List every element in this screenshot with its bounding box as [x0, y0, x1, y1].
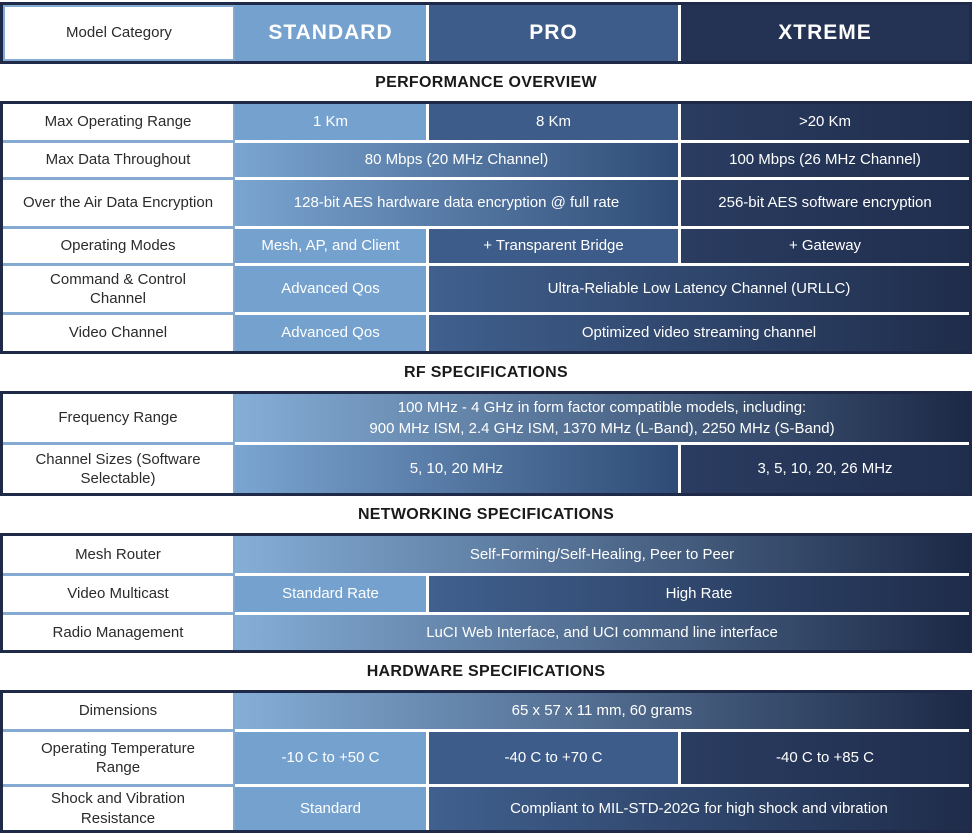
model-category-table: Model Category STANDARD PRO XTREME: [0, 2, 972, 64]
value-cell: Self-Forming/Self-Healing, Peer to Peer: [235, 536, 969, 576]
value-cell: + Gateway: [678, 229, 969, 266]
section-title: NETWORKING SPECIFICATIONS: [0, 496, 972, 533]
model-category-label: Model Category: [3, 5, 235, 61]
value-cell: 8 Km: [426, 104, 678, 143]
value-cell: -40 C to +70 C: [426, 732, 678, 787]
value-cell: Ultra-Reliable Low Latency Channel (URLL…: [426, 266, 969, 315]
value-cell: + Transparent Bridge: [426, 229, 678, 266]
value-cell: -10 C to +50 C: [235, 732, 426, 787]
spec-table: Dimensions 65 x 57 x 11 mm, 60 grams Opera…: [0, 690, 972, 833]
row-label: Shock and Vibration Resistance: [3, 787, 235, 830]
row-label: Operating Temperature Range: [3, 732, 235, 787]
value-cell: Advanced Qos: [235, 315, 426, 351]
column-header-pro: PRO: [426, 5, 678, 61]
spec-row: Mesh Router Self-Forming/Self-Healing, Pe…: [3, 536, 969, 576]
value-cell: LuCI Web Interface, and UCI command line…: [235, 615, 969, 650]
value-cell: High Rate: [426, 576, 969, 615]
value-cell: Standard: [235, 787, 426, 830]
row-label: Channel Sizes (Software Selectable): [3, 445, 235, 493]
spec-row: Video Channel Advanced Qos Optimized video…: [3, 315, 969, 351]
value-cell: >20 Km: [678, 104, 969, 143]
value-cell: 1 Km: [235, 104, 426, 143]
value-cell: 100 Mbps (26 MHz Channel): [678, 143, 969, 180]
spec-row: Video Multicast Standard Rate High Rate: [3, 576, 969, 615]
row-label: Video Multicast: [3, 576, 235, 615]
spec-row: Operating Modes Mesh, AP, and Client + Tra…: [3, 229, 969, 266]
value-cell: Standard Rate: [235, 576, 426, 615]
column-header-standard: STANDARD: [235, 5, 426, 61]
value-cell: Advanced Qos: [235, 266, 426, 315]
value-cell: -40 C to +85 C: [678, 732, 969, 787]
spec-row: Channel Sizes (Software Selectable) 5, 10…: [3, 445, 969, 493]
row-label: Video Channel: [3, 315, 235, 351]
value-cell: Optimized video streaming channel: [426, 315, 969, 351]
value-cell: Compliant to MIL-STD-202G for high shock…: [426, 787, 969, 830]
section-title: PERFORMANCE OVERVIEW: [0, 64, 972, 101]
spec-row: Command & Control Channel Advanced Qos Ult…: [3, 266, 969, 315]
spec-row: Over the Air Data Encryption 128-bit AES …: [3, 180, 969, 229]
spec-table: Frequency Range 100 MHz - 4 GHz in form f…: [0, 391, 972, 496]
row-label: Operating Modes: [3, 229, 235, 266]
value-cell: Mesh, AP, and Client: [235, 229, 426, 266]
section-title: HARDWARE SPECIFICATIONS: [0, 653, 972, 690]
row-label: Command & Control Channel: [3, 266, 235, 315]
value-cell: 5, 10, 20 MHz: [235, 445, 678, 493]
column-header-xtreme: XTREME: [678, 5, 969, 61]
spec-row: Max Data Throughout 80 Mbps (20 MHz Chann…: [3, 143, 969, 180]
spec-row: Max Operating Range 1 Km 8 Km >20 Km: [3, 104, 969, 143]
spec-table: Max Operating Range 1 Km 8 Km >20 Km Max Dat…: [0, 101, 972, 354]
row-label: Dimensions: [3, 693, 235, 732]
spec-table: Mesh Router Self-Forming/Self-Healing, Pe…: [0, 533, 972, 653]
value-cell: 80 Mbps (20 MHz Channel): [235, 143, 678, 180]
section-title: RF SPECIFICATIONS: [0, 354, 972, 391]
spec-row: Operating Temperature Range -10 C to +50 …: [3, 732, 969, 787]
row-label: Max Data Throughout: [3, 143, 235, 180]
row-label: Over the Air Data Encryption: [3, 180, 235, 229]
row-label: Radio Management: [3, 615, 235, 650]
spec-row: Dimensions 65 x 57 x 11 mm, 60 grams: [3, 693, 969, 732]
spec-row: Frequency Range 100 MHz - 4 GHz in form f…: [3, 394, 969, 445]
value-cell: 100 MHz - 4 GHz in form factor compatibl…: [235, 394, 969, 445]
value-cell: 128-bit AES hardware data encryption @ f…: [235, 180, 678, 229]
value-cell: 65 x 57 x 11 mm, 60 grams: [235, 693, 969, 732]
header-row: Model Category STANDARD PRO XTREME: [3, 5, 969, 61]
value-cell: 3, 5, 10, 20, 26 MHz: [678, 445, 969, 493]
value-cell: 256-bit AES software encryption: [678, 180, 969, 229]
spec-row: Radio Management LuCI Web Interface, and …: [3, 615, 969, 650]
row-label: Frequency Range: [3, 394, 235, 445]
row-label: Mesh Router: [3, 536, 235, 576]
row-label: Max Operating Range: [3, 104, 235, 143]
spec-row: Shock and Vibration Resistance Standard Co…: [3, 787, 969, 830]
